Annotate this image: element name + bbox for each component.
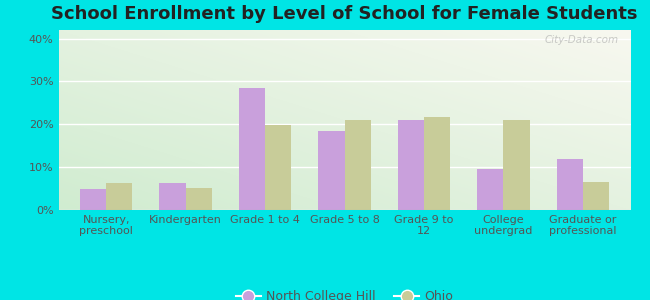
Bar bbox=[239, 88, 265, 210]
Bar bbox=[106, 183, 133, 210]
Bar bbox=[503, 120, 530, 210]
Legend: North College Hill, Ohio: North College Hill, Ohio bbox=[231, 285, 458, 300]
Bar bbox=[159, 183, 186, 210]
Title: School Enrollment by Level of School for Female Students: School Enrollment by Level of School for… bbox=[51, 5, 638, 23]
Bar bbox=[80, 189, 106, 210]
Bar bbox=[265, 125, 291, 210]
Bar bbox=[318, 131, 344, 210]
Text: City-Data.com: City-Data.com bbox=[545, 35, 619, 45]
Bar bbox=[398, 120, 424, 210]
Bar bbox=[556, 159, 583, 210]
Bar bbox=[186, 188, 212, 210]
Bar bbox=[477, 169, 503, 210]
Bar bbox=[344, 120, 370, 210]
Bar bbox=[424, 117, 450, 210]
Bar bbox=[583, 182, 609, 210]
